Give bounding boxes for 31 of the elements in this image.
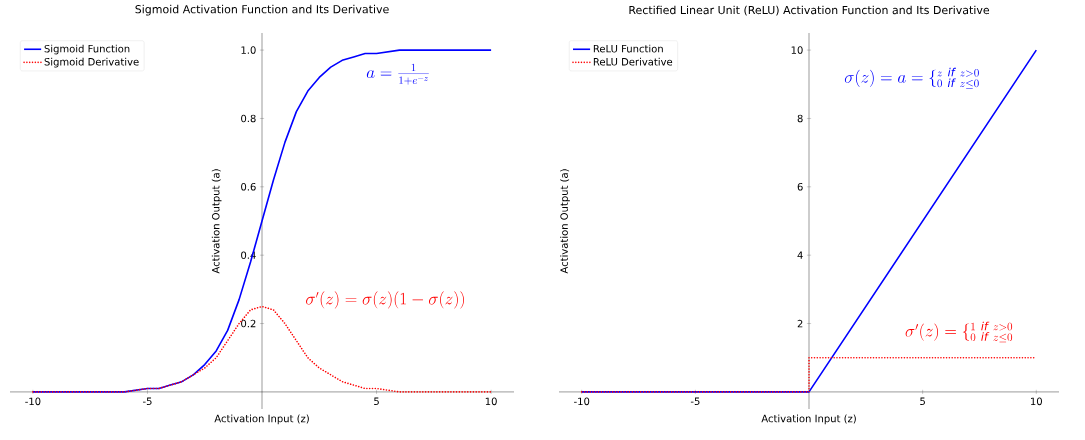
- annotation: $\sigma(z) = a = \{^{z\ \mathit{if}\ z>0}_{0\ \mathit{if}\ z\leq 0}$: [844, 67, 979, 89]
- y-tick-label: 1.0: [241, 46, 256, 54]
- x-tick-label: 10: [485, 397, 497, 406]
- annotation: $a = \frac{1}{1+e^{-z}}$: [366, 63, 429, 85]
- x-tick-label: -10: [25, 397, 41, 406]
- y-tick-label: 0.6: [241, 183, 256, 191]
- annotation: $\sigma'(z) = \{^{1\ \mathit{if}\ z>0}_{0\ \mathit{if}\ z\leq 0}$: [905, 321, 1013, 343]
- x-tick-label: 5: [374, 397, 379, 406]
- chart-title: Rectified Linear Unit (ReLU) Activation Function and Its Derivative: [629, 5, 990, 16]
- legend-label: Sigmoid Derivative: [44, 57, 139, 68]
- x-tick-label: -5: [690, 397, 700, 406]
- x-axis-title: Activation Input (z): [214, 414, 309, 425]
- y-tick-label: 0.2: [241, 319, 256, 328]
- x-axis-title: Activation Input (z): [761, 414, 856, 425]
- y-tick-label: 6: [797, 183, 803, 191]
- y-tick-label: 8: [797, 114, 803, 123]
- legend-label: ReLU Function: [593, 44, 663, 53]
- x-tick-label: -10: [574, 397, 590, 406]
- annotation: $\sigma'(z) = \sigma(z)(1-\sigma(z))$: [306, 291, 464, 309]
- x-tick-label: -5: [142, 397, 152, 406]
- y-tick-label: 2: [797, 319, 803, 328]
- legend-label: ReLU Derivative: [593, 57, 673, 66]
- y-tick-label: 4: [797, 251, 803, 259]
- x-tick-label: 10: [1031, 397, 1042, 406]
- y-axis-title: Activation Output (a): [560, 169, 570, 274]
- y-tick-label: 0.8: [241, 114, 256, 123]
- y-tick-label: 10: [791, 46, 803, 54]
- chart-title: Sigmoid Activation Function and Its Derivative: [135, 4, 389, 16]
- legend-label: Sigmoid Function: [44, 44, 130, 55]
- x-tick-label: 5: [920, 397, 925, 406]
- y-axis-title: Activation Output (a): [211, 169, 222, 274]
